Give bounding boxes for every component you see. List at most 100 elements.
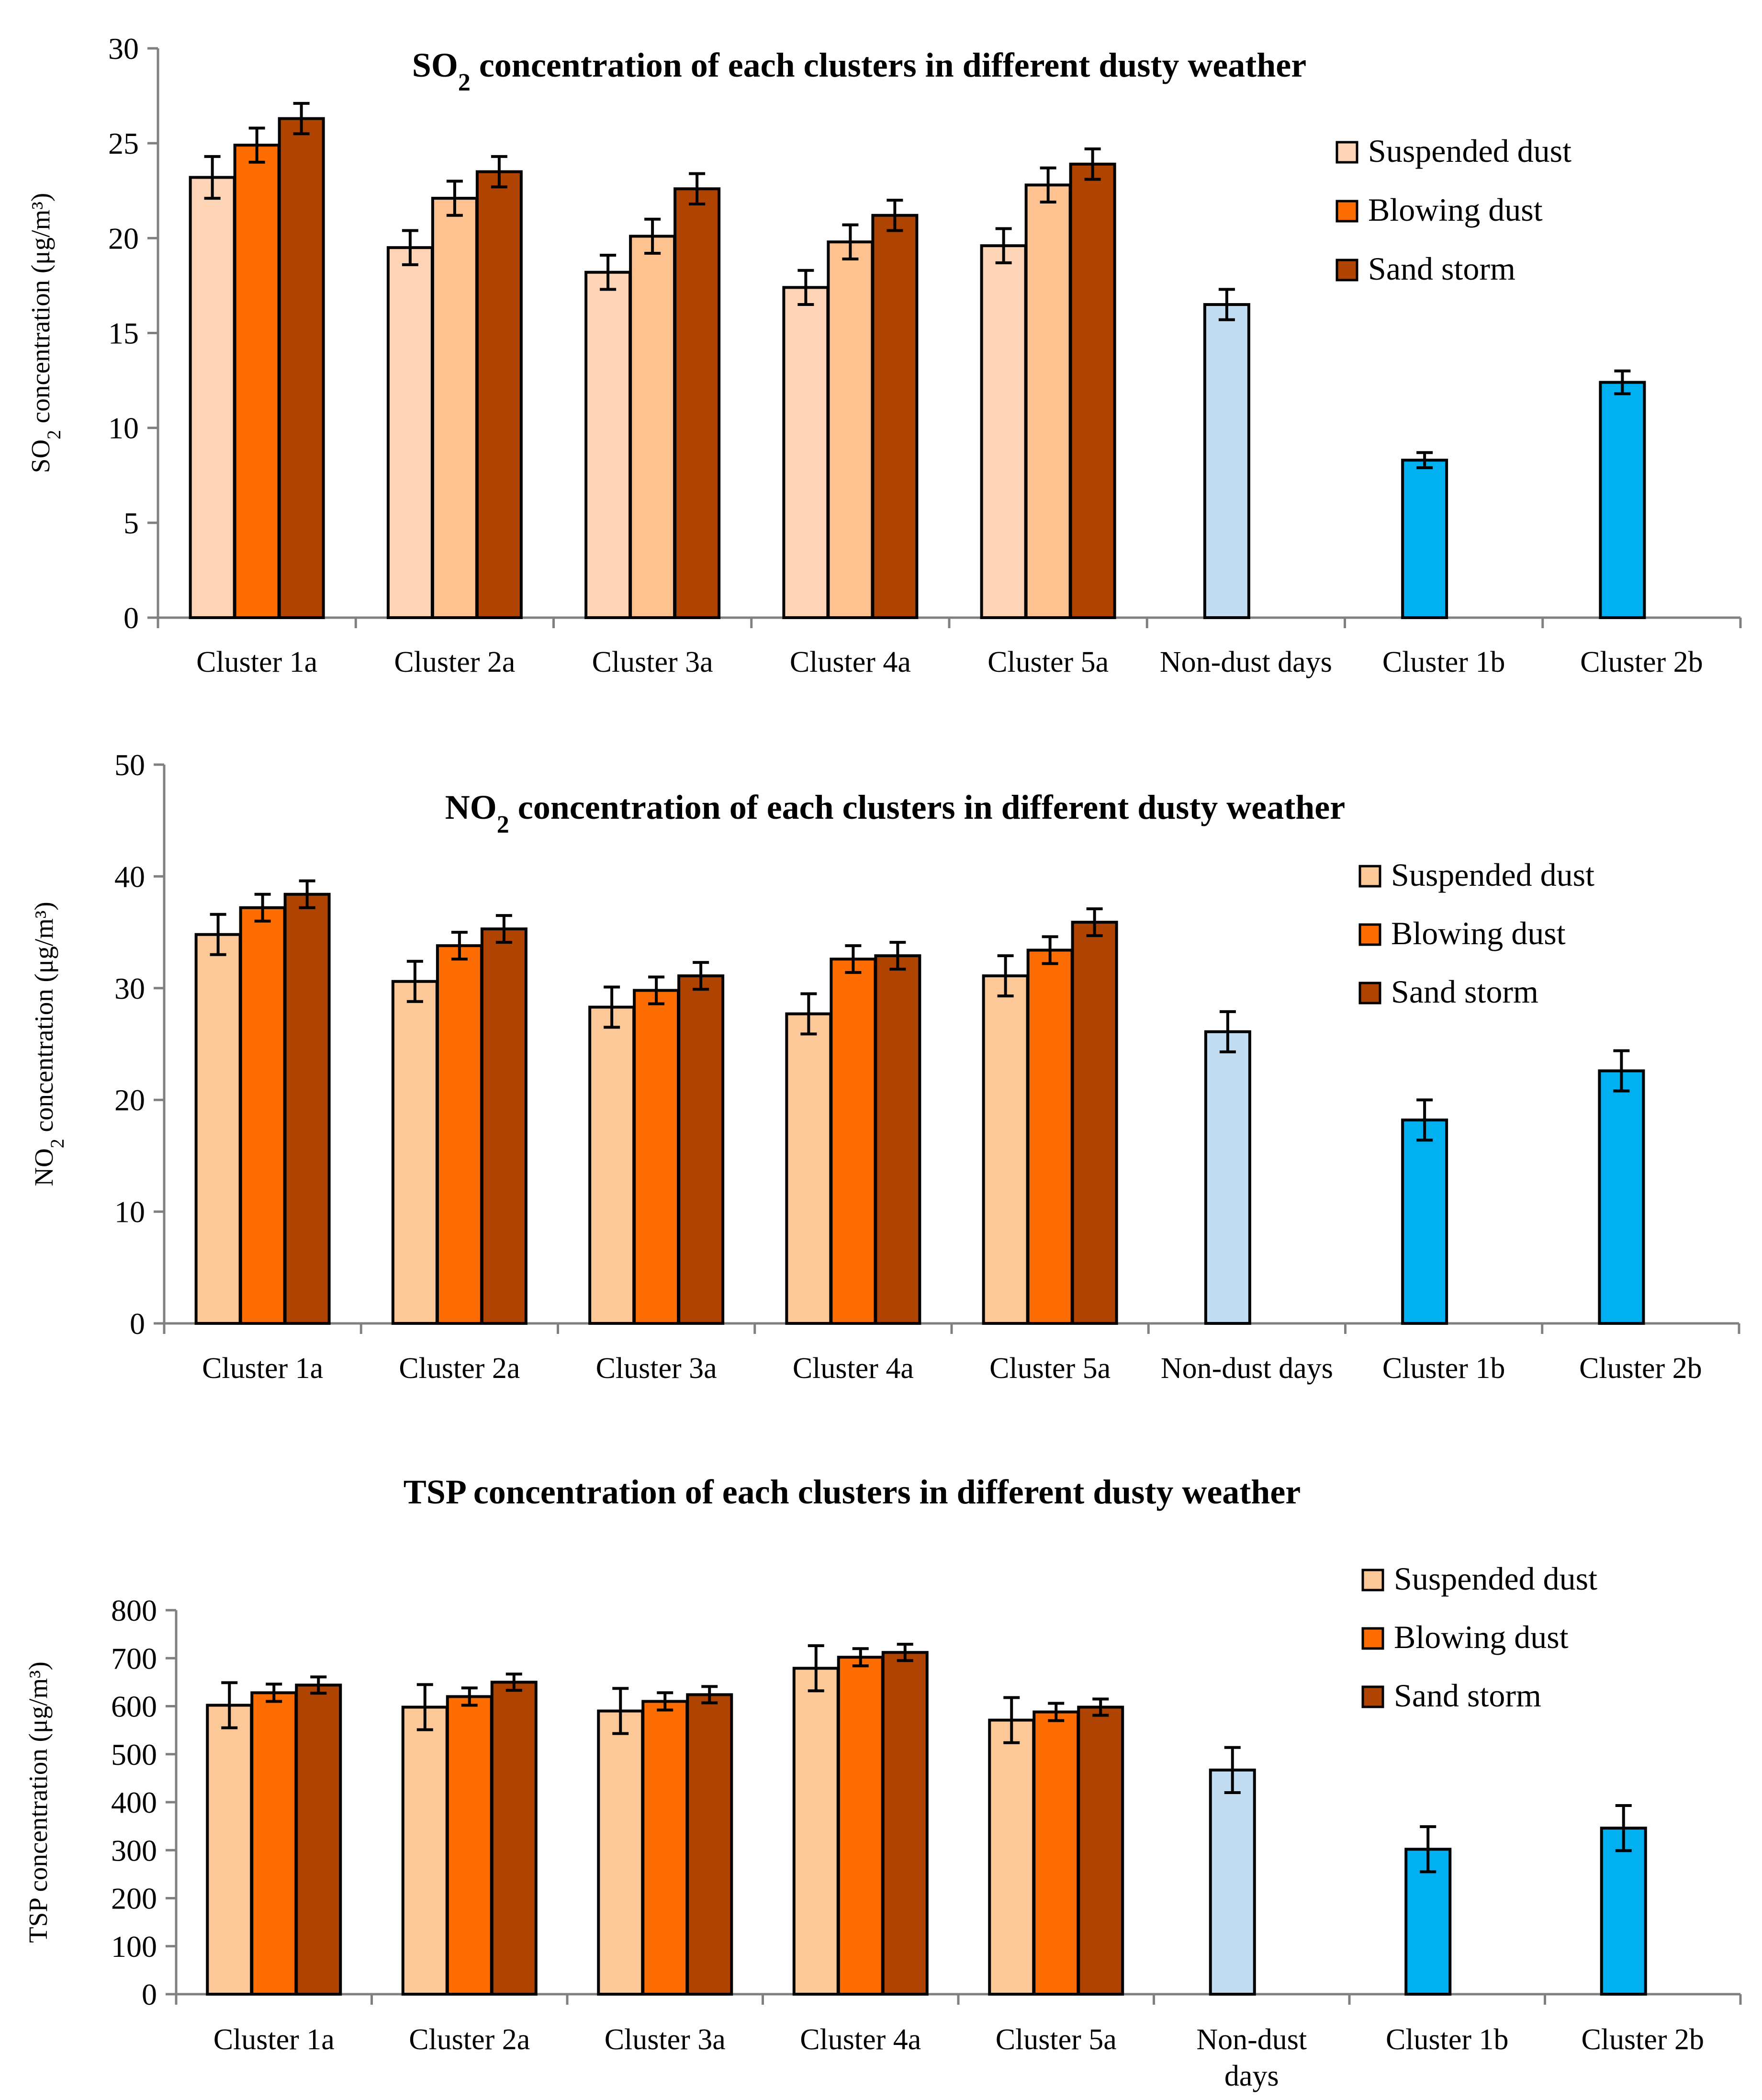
legend-label: Suspended dust xyxy=(1391,857,1594,893)
y-tick-label: 20 xyxy=(108,221,139,255)
legend-label: Sand storm xyxy=(1394,1677,1541,1714)
y-tick-label: 600 xyxy=(111,1690,157,1724)
bar xyxy=(446,1695,493,1996)
x-tick-label: Cluster 5a xyxy=(996,2023,1117,2056)
x-tick-label: Cluster 5a xyxy=(988,646,1109,678)
y-tick-label: 10 xyxy=(108,411,139,445)
bar xyxy=(475,170,523,620)
x-tick-label: Cluster 4a xyxy=(793,1352,914,1385)
y-tick-label: 40 xyxy=(114,859,145,893)
bar xyxy=(1026,948,1074,1325)
bar xyxy=(988,1718,1035,1996)
bar xyxy=(588,1005,636,1325)
bar xyxy=(633,989,680,1325)
bar xyxy=(206,1704,253,1996)
bar xyxy=(785,1012,832,1325)
bar xyxy=(1071,921,1118,1325)
bar xyxy=(1598,1069,1645,1325)
y-tick-label: 300 xyxy=(111,1833,157,1867)
x-tick-label: Cluster 2a xyxy=(409,2023,530,2056)
bar xyxy=(1203,303,1250,619)
x-tick-label: Cluster 4a xyxy=(790,646,911,678)
bar xyxy=(641,1700,689,1996)
bar xyxy=(1069,162,1116,620)
bar xyxy=(278,117,325,620)
bar xyxy=(436,944,483,1325)
x-tick-label: Cluster 2a xyxy=(399,1352,520,1385)
x-tick-label: Cluster 5a xyxy=(989,1352,1111,1385)
y-axis-label: TSP concentration (μg/m³) xyxy=(23,1661,53,1943)
bar xyxy=(1024,183,1072,619)
y-tick-label: 5 xyxy=(123,506,139,540)
bar xyxy=(874,954,921,1325)
x-tick-label: Cluster 2b xyxy=(1579,1352,1702,1385)
legend-swatch xyxy=(1358,923,1381,946)
bar xyxy=(1401,1118,1448,1325)
bar xyxy=(1033,1710,1080,1996)
x-tick-label: Cluster 3a xyxy=(592,646,713,678)
y-tick-label: 0 xyxy=(130,1307,145,1341)
bar xyxy=(233,144,281,619)
bar xyxy=(871,214,919,620)
x-tick-label: Cluster 2a xyxy=(394,646,515,678)
bar xyxy=(1209,1768,1256,1996)
x-tick-label: Cluster 4a xyxy=(800,2023,921,2056)
bar xyxy=(881,1651,929,1996)
x-tick-label: Cluster 3a xyxy=(605,2023,726,2056)
y-tick-label: 20 xyxy=(114,1083,145,1117)
chart-so2: SO2 concentration of each clusters in di… xyxy=(26,32,1742,678)
x-tick-label: Non-dust days xyxy=(1161,1352,1333,1385)
legend-label: Blowing dust xyxy=(1394,1619,1569,1655)
bar xyxy=(1077,1705,1124,1996)
bar xyxy=(431,197,478,619)
y-tick-label: 50 xyxy=(114,748,145,782)
bar xyxy=(629,235,676,619)
y-tick-label: 100 xyxy=(111,1930,157,1964)
bar xyxy=(391,980,438,1325)
x-tick-label: Non-dust days xyxy=(1196,2023,1307,2092)
x-tick-label: Cluster 1b xyxy=(1382,1352,1505,1385)
chart-no2: NO2 concentration of each clusters in di… xyxy=(29,748,1740,1385)
y-tick-label: 800 xyxy=(111,1593,157,1627)
chart-title: SO2 concentration of each clusters in di… xyxy=(412,46,1306,96)
legend-swatch xyxy=(1336,200,1358,223)
bar xyxy=(1401,459,1448,619)
legend-swatch xyxy=(1336,141,1358,164)
bar xyxy=(194,933,242,1325)
legend-label: Sand storm xyxy=(1368,250,1515,287)
bar xyxy=(686,1693,733,1996)
bar xyxy=(189,176,236,619)
chart-title: NO2 concentration of each clusters in di… xyxy=(445,788,1345,838)
legend-swatch xyxy=(1361,1685,1384,1708)
bar xyxy=(1204,1030,1251,1325)
x-tick-label: Cluster 3a xyxy=(596,1352,717,1385)
bar xyxy=(792,1667,840,1996)
legend-swatch xyxy=(1361,1569,1384,1592)
legend-label: Blowing dust xyxy=(1368,192,1543,228)
bar xyxy=(982,974,1029,1325)
legend-label: Sand storm xyxy=(1391,973,1538,1010)
chart-tsp: TSP concentration of each clusters in di… xyxy=(23,1473,1742,2092)
bar xyxy=(782,286,830,619)
y-tick-label: 400 xyxy=(111,1785,157,1819)
bar xyxy=(401,1705,449,1996)
legend-swatch xyxy=(1358,982,1381,1005)
x-tick-label: Cluster 1b xyxy=(1386,2023,1509,2056)
legend-label: Suspended dust xyxy=(1368,133,1571,169)
y-tick-label: 200 xyxy=(111,1882,157,1916)
y-axis-label: SO2 concentration (μg/m³) xyxy=(26,193,65,473)
bar xyxy=(239,906,286,1325)
bar xyxy=(827,240,874,619)
y-tick-label: 30 xyxy=(114,971,145,1005)
chart-title: TSP concentration of each clusters in di… xyxy=(404,1473,1301,1511)
bar xyxy=(677,974,725,1325)
y-tick-label: 30 xyxy=(108,32,139,66)
bar xyxy=(250,1691,298,1996)
bar xyxy=(480,927,527,1325)
y-axis-label: NO2 concentration (μg/m³) xyxy=(29,902,68,1186)
x-tick-label: Cluster 1a xyxy=(202,1352,323,1385)
x-tick-label: Cluster 2b xyxy=(1580,646,1703,678)
bar xyxy=(673,187,721,619)
bar xyxy=(295,1683,342,1996)
